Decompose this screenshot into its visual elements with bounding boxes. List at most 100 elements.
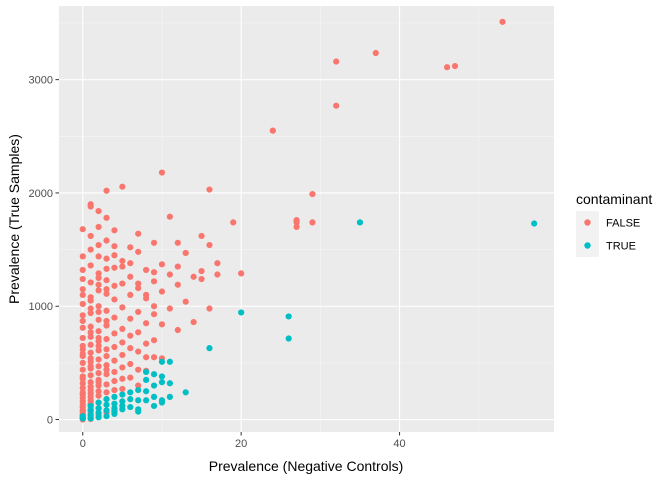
data-point-false xyxy=(135,329,142,336)
data-point-true xyxy=(87,407,94,414)
data-point-false xyxy=(166,305,173,312)
data-point-false xyxy=(95,342,102,349)
data-point-true xyxy=(79,415,86,422)
data-point-false xyxy=(143,354,150,361)
data-point-false xyxy=(95,356,102,363)
data-point-false xyxy=(111,296,118,303)
data-point-false xyxy=(95,281,102,288)
data-point-false xyxy=(135,308,142,316)
data-point-false xyxy=(174,239,181,246)
data-point-false xyxy=(103,371,110,378)
data-point-false xyxy=(127,360,134,368)
data-point-true xyxy=(285,313,292,320)
data-point-false xyxy=(190,273,197,280)
data-point-true xyxy=(150,371,158,378)
data-point-false xyxy=(79,291,86,299)
data-point-false xyxy=(87,246,94,253)
data-point-true xyxy=(135,386,142,394)
data-point-false xyxy=(135,348,142,355)
data-point-false xyxy=(103,389,110,396)
data-point-false xyxy=(127,260,134,267)
data-point-false xyxy=(143,291,150,299)
data-point-false xyxy=(111,252,118,259)
data-point-false xyxy=(103,187,110,194)
y-axis-title: Prevalence (True Samples) xyxy=(6,134,22,304)
data-point-true xyxy=(95,409,102,416)
data-point-false xyxy=(111,386,118,394)
data-point-false xyxy=(127,345,134,352)
data-point-true xyxy=(356,219,364,226)
data-point-false xyxy=(135,382,142,389)
data-point-false xyxy=(150,311,158,318)
y-axis-ticks: 0 1000 2000 3000 xyxy=(29,75,59,427)
data-point-true xyxy=(143,368,150,376)
data-point-false xyxy=(230,219,237,226)
data-point-false xyxy=(111,368,118,376)
data-point-false xyxy=(127,291,134,299)
data-point-false xyxy=(95,274,102,282)
data-point-false xyxy=(87,349,94,356)
data-point-false xyxy=(214,260,221,267)
data-point-false xyxy=(143,320,150,327)
data-point-false xyxy=(135,285,142,292)
data-point-false xyxy=(206,305,213,312)
x-tick-label: 20 xyxy=(235,438,247,450)
data-point-true xyxy=(143,376,150,383)
data-point-false xyxy=(269,127,276,134)
data-point-false xyxy=(79,352,86,360)
data-point-false xyxy=(79,317,86,325)
data-point-false xyxy=(95,316,102,323)
data-point-true xyxy=(166,380,173,387)
data-point-false xyxy=(79,226,86,233)
data-point-true xyxy=(135,408,142,415)
legend-label-true: TRUE xyxy=(606,241,636,253)
data-point-false xyxy=(119,364,126,371)
data-point-true xyxy=(103,413,110,420)
data-point-false xyxy=(150,269,158,276)
data-point-false xyxy=(87,341,94,348)
data-point-false xyxy=(198,232,205,240)
data-point-false xyxy=(87,297,94,304)
data-point-false xyxy=(103,290,110,297)
data-point-false xyxy=(150,337,158,344)
data-point-false xyxy=(87,305,94,312)
data-point-false xyxy=(95,303,102,310)
data-point-false xyxy=(238,270,245,277)
data-point-false xyxy=(95,253,102,260)
data-point-false xyxy=(87,379,94,386)
data-point-false xyxy=(95,207,102,215)
data-point-true xyxy=(95,399,102,406)
data-point-false xyxy=(79,375,86,382)
data-point-false xyxy=(95,388,102,395)
plot-panel xyxy=(59,6,554,432)
data-point-false xyxy=(79,366,86,373)
minor-gridlines xyxy=(59,6,554,432)
data-point-false xyxy=(87,262,94,269)
data-point-false xyxy=(119,339,126,346)
data-point-false xyxy=(87,329,94,336)
data-point-true xyxy=(111,393,118,400)
data-point-false xyxy=(95,363,102,370)
data-point-false xyxy=(95,369,102,377)
data-point-true xyxy=(127,396,134,403)
data-point-false xyxy=(198,268,205,275)
legend-key-true xyxy=(584,242,591,249)
data-point-false xyxy=(87,203,94,210)
data-point-false xyxy=(79,389,86,396)
data-point-false xyxy=(135,230,142,237)
data-point-false xyxy=(79,384,86,391)
data-point-false xyxy=(135,366,142,373)
data-point-false xyxy=(103,335,110,343)
data-point-false xyxy=(127,332,134,339)
data-point-false xyxy=(443,64,451,71)
data-point-false xyxy=(143,340,150,347)
data-point-true xyxy=(127,389,134,396)
data-point-true xyxy=(143,388,150,395)
data-point-false xyxy=(87,355,94,362)
data-point-false xyxy=(79,275,86,283)
data-point-false xyxy=(111,330,118,337)
data-point-true xyxy=(95,405,102,412)
data-point-true xyxy=(87,415,94,422)
data-point-false xyxy=(103,366,110,373)
data-point-true xyxy=(285,335,292,342)
